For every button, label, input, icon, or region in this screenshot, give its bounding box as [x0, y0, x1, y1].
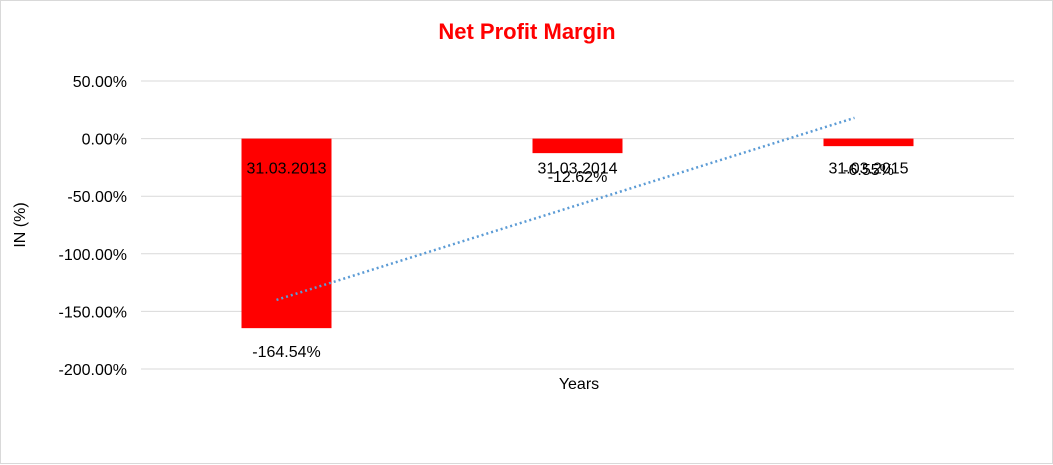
data-label: -6.55% — [843, 162, 894, 179]
data-labels: -164.54% -12.62% -6.55% — [252, 162, 894, 361]
category-label: 31.03.2013 — [246, 161, 326, 178]
trendline-line — [276, 116, 855, 302]
category-labels: 31.03.2013 31.03.2014 31.03.2015 — [246, 161, 908, 178]
y-tick-label: -100.00% — [59, 247, 128, 264]
y-tick-label: -200.00% — [59, 362, 128, 379]
bar — [823, 138, 914, 147]
data-label: -12.62% — [548, 169, 608, 186]
data-label: -164.54% — [252, 344, 321, 361]
chart-title: Net Profit Margin — [438, 19, 615, 44]
y-tick-label: 50.00% — [73, 74, 127, 91]
y-axis-ticks: 50.00% 0.00% -50.00% -100.00% -150.00% -200.0… — [59, 74, 128, 379]
category-label: 31.03.2014 — [537, 161, 617, 178]
y-tick-label: -150.00% — [59, 304, 128, 321]
y-axis-title: IN (%) — [12, 202, 29, 247]
trendline — [276, 116, 855, 302]
y-tick-label: -50.00% — [67, 189, 127, 206]
bar — [532, 138, 623, 154]
y-tick-label: 0.00% — [82, 132, 127, 149]
category-label: 31.03.2015 — [828, 161, 908, 178]
x-axis-title: Years — [559, 376, 599, 393]
